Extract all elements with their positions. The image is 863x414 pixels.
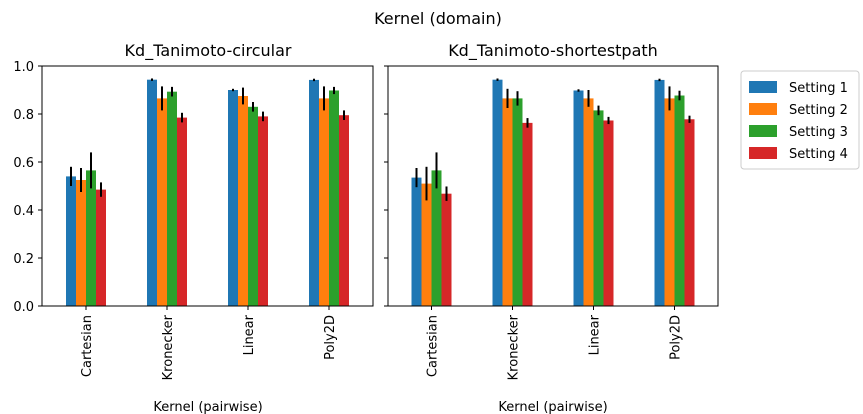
subplot-2-xlabel: Kernel (pairwise) <box>498 400 607 414</box>
legend-swatch-2 <box>749 103 777 115</box>
legend-label-1: Setting 1 <box>789 81 848 96</box>
bar-2-linear-s4 <box>603 120 614 306</box>
axes-frame-2 <box>387 65 719 307</box>
bar-1-cartesian-s1 <box>66 176 76 306</box>
bar-1-cartesian-s3 <box>86 170 96 306</box>
subplot-1: Kd_Tanimoto-circular Kernel (pairwise) 0… <box>13 41 374 414</box>
bar-1-linear-s2 <box>238 96 248 306</box>
bar-1-kronecker-s4 <box>177 117 187 306</box>
bar-1-linear-s4 <box>258 116 268 307</box>
bar-2-poly2d-s3 <box>674 95 685 307</box>
ytick-label-0.8: 0.8 <box>13 108 34 123</box>
bar-1-linear-s3 <box>248 106 258 306</box>
bar-2-kronecker-s3 <box>512 98 523 307</box>
ytick-label-0.4: 0.4 <box>13 204 34 219</box>
legend-label-4: Setting 4 <box>789 147 848 162</box>
bar-2-linear-s3 <box>593 110 604 307</box>
subplot-2-title: Kd_Tanimoto-shortestpath <box>448 41 658 61</box>
axes-frame-1 <box>41 65 374 307</box>
xtick-label-2-cartesian: Cartesian <box>426 315 441 377</box>
xtick-label-2-kronecker: Kronecker <box>507 314 522 380</box>
bar-1-poly2d-s1 <box>309 79 319 306</box>
bar-1-poly2d-s3 <box>329 90 339 306</box>
xtick-label-1-linear: Linear <box>242 314 257 355</box>
bar-2-kronecker-s1 <box>492 79 503 307</box>
bar-1-cartesian-s4 <box>96 189 106 306</box>
bar-2-poly2d-s4 <box>684 119 695 306</box>
bar-1-kronecker-s3 <box>167 91 177 307</box>
ytick-label-0.0: 0.0 <box>13 300 34 315</box>
bar-1-poly2d-s2 <box>319 98 329 307</box>
legend-label-3: Setting 3 <box>789 125 848 140</box>
ytick-label-0.6: 0.6 <box>13 156 34 171</box>
bar-2-kronecker-s4 <box>522 122 533 306</box>
subplot-1-xlabel: Kernel (pairwise) <box>153 400 262 414</box>
bar-2-linear-s2 <box>583 98 594 307</box>
legend-swatch-1 <box>749 81 777 93</box>
xtick-label-1-cartesian: Cartesian <box>80 315 95 377</box>
ytick-label-0.2: 0.2 <box>13 252 34 267</box>
legend-swatch-3 <box>749 125 777 137</box>
figure-suptitle: Kernel (domain) <box>374 9 502 28</box>
legend-label-2: Setting 2 <box>789 103 848 118</box>
xtick-label-1-kronecker: Kronecker <box>161 314 176 380</box>
bar-2-poly2d-s1 <box>654 79 665 306</box>
bar-2-cartesian-s2 <box>421 183 432 306</box>
bar-1-cartesian-s2 <box>76 180 86 306</box>
bar-2-kronecker-s2 <box>502 98 513 307</box>
bar-2-cartesian-s1 <box>411 177 422 306</box>
bar-2-cartesian-s4 <box>441 193 452 306</box>
bar-2-poly2d-s2 <box>664 98 675 307</box>
bar-1-poly2d-s4 <box>339 115 349 306</box>
bar-2-linear-s1 <box>573 90 584 306</box>
legend: Setting 1 Setting 2 Setting 3 Setting 4 <box>740 70 860 170</box>
legend-swatch-4 <box>749 147 777 159</box>
subplot-1-title: Kd_Tanimoto-circular <box>125 41 292 61</box>
legend-box <box>740 70 860 170</box>
ytick-label-1.0: 1.0 <box>13 60 34 75</box>
subplot-2-plot-area: Cartesian Kronecker Linear Poly2D <box>384 65 719 380</box>
xtick-label-2-poly2d: Poly2D <box>669 315 684 360</box>
bar-1-linear-s1 <box>228 90 238 306</box>
bar-1-kronecker-s1 <box>147 79 157 307</box>
bar-2-cartesian-s3 <box>431 170 442 306</box>
bar-1-kronecker-s2 <box>157 98 167 307</box>
xtick-label-2-linear: Linear <box>588 314 603 355</box>
subplot-1-plot-area: 0.0 0.2 0.4 0.6 0.8 1.0 Cartesian Kronecker Line… <box>13 60 374 380</box>
subplot-2: Kd_Tanimoto-shortestpath Kernel (pairwis… <box>384 41 719 414</box>
xtick-label-1-poly2d: Poly2D <box>323 315 338 360</box>
